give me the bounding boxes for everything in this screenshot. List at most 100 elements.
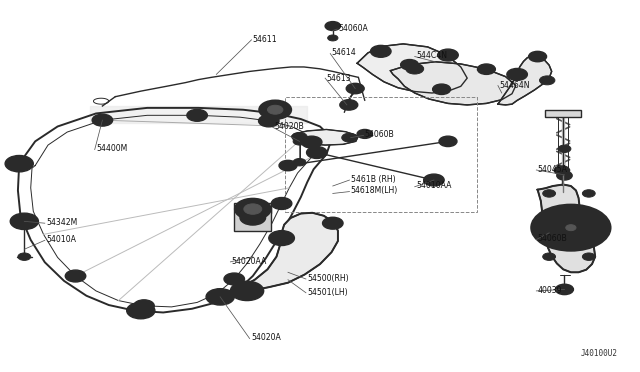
- Circle shape: [224, 273, 244, 285]
- Circle shape: [244, 204, 262, 214]
- Text: 54010AA: 54010AA: [416, 182, 451, 190]
- Circle shape: [259, 100, 291, 119]
- Bar: [545, 110, 581, 117]
- Circle shape: [429, 177, 438, 183]
- Circle shape: [543, 253, 556, 260]
- Polygon shape: [538, 185, 595, 272]
- Text: 54501(LH): 54501(LH): [307, 288, 348, 296]
- Circle shape: [406, 64, 424, 74]
- Circle shape: [229, 276, 239, 282]
- Circle shape: [192, 112, 202, 118]
- Circle shape: [268, 105, 283, 114]
- Circle shape: [230, 281, 264, 301]
- Circle shape: [357, 129, 372, 138]
- Text: 54400M: 54400M: [96, 144, 127, 153]
- Circle shape: [240, 210, 266, 225]
- Text: 54060B: 54060B: [538, 234, 567, 243]
- Circle shape: [65, 270, 86, 282]
- Circle shape: [134, 300, 154, 312]
- Text: 54020B: 54020B: [274, 122, 303, 131]
- Circle shape: [134, 307, 147, 314]
- Circle shape: [328, 35, 338, 41]
- Text: 54060B: 54060B: [365, 130, 394, 139]
- Text: 54020A: 54020A: [251, 333, 280, 342]
- Text: 54500(RH): 54500(RH): [307, 274, 349, 283]
- Circle shape: [371, 45, 391, 57]
- Circle shape: [307, 147, 327, 158]
- Circle shape: [97, 117, 108, 123]
- Circle shape: [275, 234, 288, 242]
- Circle shape: [206, 289, 234, 305]
- Circle shape: [271, 198, 292, 209]
- Polygon shape: [357, 44, 467, 93]
- Circle shape: [18, 253, 31, 260]
- Circle shape: [483, 67, 490, 71]
- Text: 54618M(LH): 54618M(LH): [351, 186, 398, 195]
- Text: 40039: 40039: [538, 286, 562, 295]
- Text: 54060A: 54060A: [338, 24, 367, 33]
- Circle shape: [556, 284, 573, 295]
- Circle shape: [540, 228, 558, 238]
- Circle shape: [293, 158, 306, 166]
- Circle shape: [545, 213, 596, 243]
- Circle shape: [507, 68, 527, 80]
- Circle shape: [543, 190, 556, 197]
- Circle shape: [540, 76, 555, 85]
- Circle shape: [477, 64, 495, 74]
- Circle shape: [312, 150, 321, 155]
- Text: 54342M: 54342M: [46, 218, 77, 227]
- Circle shape: [239, 286, 255, 295]
- Text: 54464N: 54464N: [499, 81, 530, 90]
- Polygon shape: [498, 56, 552, 105]
- Circle shape: [307, 139, 317, 145]
- Circle shape: [401, 60, 419, 70]
- Circle shape: [376, 49, 385, 54]
- Circle shape: [557, 171, 572, 180]
- Circle shape: [328, 220, 338, 226]
- Circle shape: [70, 273, 81, 279]
- Circle shape: [10, 213, 38, 230]
- Text: 544C4N: 544C4N: [416, 51, 447, 60]
- Text: J40100U2: J40100U2: [580, 349, 618, 358]
- Circle shape: [127, 302, 155, 319]
- Circle shape: [13, 160, 26, 167]
- Circle shape: [323, 217, 343, 229]
- Circle shape: [279, 160, 297, 171]
- Circle shape: [214, 293, 227, 301]
- Text: 54614: 54614: [332, 48, 356, 57]
- Circle shape: [5, 155, 33, 172]
- Circle shape: [325, 22, 340, 31]
- Circle shape: [342, 133, 357, 142]
- Circle shape: [340, 100, 358, 110]
- Text: 54010A: 54010A: [46, 235, 76, 244]
- Circle shape: [92, 114, 113, 126]
- Text: 54020AA: 54020AA: [232, 257, 267, 266]
- Circle shape: [559, 221, 582, 234]
- Circle shape: [444, 52, 452, 58]
- Text: 54611: 54611: [253, 35, 278, 44]
- Circle shape: [439, 136, 457, 147]
- Circle shape: [529, 51, 547, 62]
- Circle shape: [582, 190, 595, 197]
- Circle shape: [424, 174, 444, 186]
- Circle shape: [512, 71, 522, 77]
- Bar: [234, 203, 271, 231]
- Circle shape: [19, 218, 29, 224]
- Circle shape: [269, 231, 294, 246]
- Circle shape: [259, 115, 279, 127]
- Circle shape: [438, 87, 445, 92]
- Polygon shape: [390, 62, 516, 105]
- Text: 54045A: 54045A: [538, 165, 568, 174]
- Circle shape: [235, 199, 271, 219]
- Circle shape: [346, 83, 364, 94]
- Circle shape: [438, 49, 458, 61]
- Text: 54613: 54613: [326, 74, 351, 83]
- Text: 5461B (RH): 5461B (RH): [351, 175, 396, 184]
- Circle shape: [292, 132, 307, 141]
- Circle shape: [301, 136, 322, 148]
- Circle shape: [558, 145, 571, 153]
- Circle shape: [582, 253, 595, 260]
- Polygon shape: [218, 213, 338, 298]
- Circle shape: [264, 118, 274, 124]
- Circle shape: [139, 303, 149, 309]
